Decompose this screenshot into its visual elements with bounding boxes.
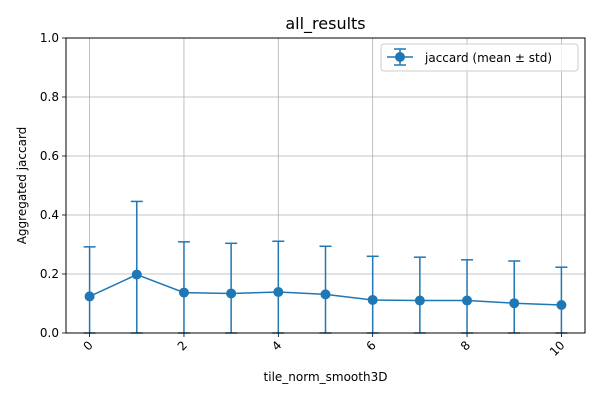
y-tick-label: 0.8 xyxy=(40,90,59,104)
data-point xyxy=(509,298,520,309)
legend: jaccard (mean ± std) xyxy=(380,43,579,72)
data-point xyxy=(462,295,473,306)
data-point xyxy=(178,287,189,298)
legend-marker xyxy=(395,52,405,62)
chart-title: all_results xyxy=(285,14,365,34)
plot-frame xyxy=(65,37,586,334)
x-axis-label: tile_norm_smooth3D xyxy=(264,370,388,384)
y-axis-ticks: 0.0 0.2 0.4 0.6 0.8 1.0 xyxy=(40,31,66,340)
data-point xyxy=(367,294,378,305)
legend-entry-label: jaccard (mean ± std) xyxy=(424,51,552,65)
data-point xyxy=(84,291,95,302)
y-tick-label: 0.0 xyxy=(40,326,59,340)
data-point xyxy=(414,295,425,306)
data-point xyxy=(320,289,331,300)
data-point xyxy=(273,286,284,297)
data-point xyxy=(226,288,237,299)
y-tick-label: 1.0 xyxy=(40,31,59,45)
y-tick-label: 0.4 xyxy=(40,208,59,222)
y-tick-label: 0.6 xyxy=(40,149,59,163)
series-markers xyxy=(84,269,567,310)
data-point xyxy=(131,269,142,280)
y-axis-label: Aggregated jaccard xyxy=(15,127,29,245)
y-tick-label: 0.2 xyxy=(40,267,59,281)
legend-box xyxy=(380,43,579,72)
legend-swatch xyxy=(387,48,413,66)
data-point xyxy=(556,299,567,310)
